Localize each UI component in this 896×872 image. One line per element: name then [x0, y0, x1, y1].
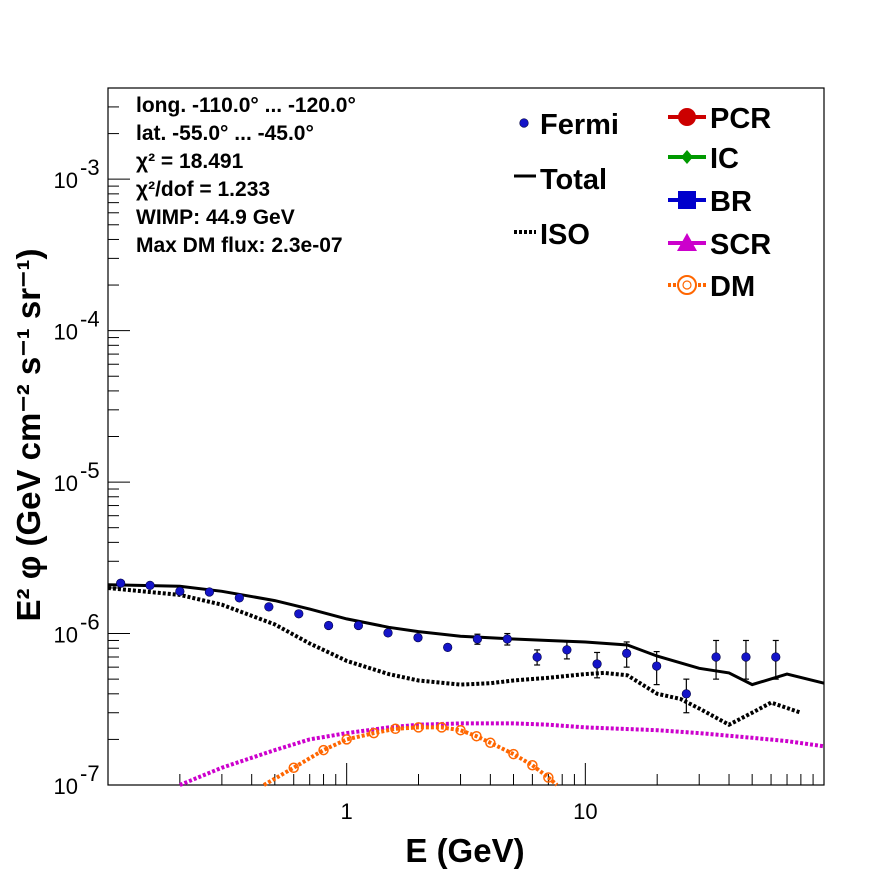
- annotation-line: long. -110.0° ... -120.0°: [136, 94, 356, 117]
- dm-marker: [455, 724, 466, 736]
- y-axis: 10-710-610-510-410-3: [54, 87, 130, 799]
- dm-marker: [471, 730, 482, 742]
- model-curves: [107, 583, 825, 787]
- legend-entry-fermi: Fermi: [519, 109, 619, 141]
- dm-marker: [341, 734, 352, 745]
- data-point: [622, 641, 632, 668]
- data-point: [443, 642, 453, 653]
- legend-entry-br: BR: [668, 186, 752, 218]
- data-point: [502, 632, 512, 646]
- dm-marker: [485, 737, 496, 749]
- data-point: [652, 650, 662, 686]
- svg-text:ISO: ISO: [540, 219, 590, 251]
- svg-text:Fermi: Fermi: [540, 109, 619, 141]
- legend-entry-scr: SCR: [668, 229, 771, 261]
- x-tick-label: 10: [573, 799, 597, 824]
- data-point: [234, 593, 244, 603]
- svg-text:-6: -6: [80, 610, 100, 635]
- data-point: [532, 649, 542, 666]
- svg-text:-4: -4: [80, 307, 100, 332]
- dm-marker: [390, 723, 401, 735]
- curve-scr: [179, 721, 825, 787]
- data-point: [472, 633, 483, 645]
- data-point: [323, 620, 334, 631]
- dm-marker: [508, 748, 519, 760]
- y-tick-label: 10-4: [54, 307, 100, 345]
- data-point: [264, 602, 274, 612]
- data-point: [116, 578, 126, 588]
- fermi-data-points: [116, 578, 781, 714]
- legend-entry-ic: IC: [668, 143, 739, 175]
- legend-entry-dm: DM: [668, 271, 755, 303]
- svg-text:-7: -7: [80, 761, 100, 786]
- annotation-line: χ²/dof = 1.233: [136, 178, 270, 201]
- data-point: [145, 580, 155, 590]
- svg-text:Total: Total: [540, 164, 607, 196]
- legend-entry-pcr: PCR: [668, 103, 771, 135]
- dm-marker: [368, 727, 380, 739]
- data-point: [771, 639, 781, 680]
- data-point: [562, 641, 572, 660]
- data-point: [592, 651, 602, 679]
- svg-text:10: 10: [54, 774, 78, 799]
- svg-text:SCR: SCR: [710, 229, 771, 261]
- x-axis-title: E (GeV): [405, 832, 524, 869]
- svg-text:IC: IC: [710, 143, 739, 175]
- data-point: [413, 633, 423, 643]
- dm-marker: [413, 722, 424, 733]
- annotation-line: χ² = 18.491: [136, 150, 244, 173]
- data-point: [294, 609, 304, 619]
- svg-text:10: 10: [54, 623, 78, 648]
- legend-entry-total: Total: [514, 164, 607, 196]
- dm-marker: [318, 744, 329, 756]
- svg-text:-5: -5: [80, 458, 100, 483]
- dm-marker: [288, 762, 299, 773]
- x-axis: 1 10: [107, 763, 814, 824]
- legend: Fermi Total ISO PCR IC BR SCR DM: [514, 103, 771, 303]
- data-point: [711, 639, 721, 680]
- y-tick-label: 10-3: [54, 155, 100, 193]
- dm-marker: [527, 760, 538, 771]
- dm-marker: [543, 772, 554, 783]
- data-point: [741, 639, 751, 680]
- data-point: [681, 678, 691, 714]
- y-tick-label: 10-5: [54, 458, 100, 496]
- data-point: [383, 628, 393, 638]
- curve-total: [107, 583, 825, 687]
- svg-text:10: 10: [54, 168, 78, 193]
- curve-dm: [262, 725, 559, 787]
- fit-annotations: long. -110.0° ... -120.0° lat. -55.0° ...…: [136, 94, 356, 257]
- data-point: [204, 587, 215, 597]
- annotation-line: WIMP: 44.9 GeV: [136, 206, 295, 229]
- svg-text:10: 10: [54, 320, 78, 345]
- data-point: [353, 620, 364, 631]
- svg-text:BR: BR: [710, 186, 752, 218]
- annotation-line: lat. -55.0° ... -45.0°: [136, 122, 314, 145]
- curve-iso: [107, 586, 802, 727]
- dm-marker: [436, 722, 447, 733]
- svg-text:PCR: PCR: [710, 103, 771, 135]
- svg-text:-3: -3: [80, 155, 100, 180]
- annotation-line: Max DM flux: 2.3e-07: [136, 234, 343, 257]
- y-tick-label: 10-7: [54, 761, 100, 799]
- y-axis-title: E² φ (GeV cm⁻² s⁻¹ sr⁻¹): [10, 249, 47, 622]
- svg-text:10: 10: [54, 471, 78, 496]
- y-tick-label: 10-6: [54, 610, 100, 648]
- data-point: [175, 586, 185, 596]
- legend-entry-iso: ISO: [514, 219, 590, 251]
- svg-text:DM: DM: [710, 271, 755, 303]
- x-tick-label: 1: [341, 799, 353, 824]
